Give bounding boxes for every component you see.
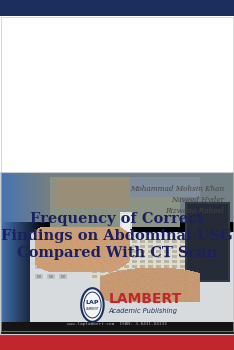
Text: Academic Publishing: Academic Publishing <box>109 308 178 314</box>
Text: LAMBERT: LAMBERT <box>86 307 99 311</box>
Bar <box>0 332 234 350</box>
Text: Findings on Abdominal USG: Findings on Abdominal USG <box>1 229 233 243</box>
Bar <box>0 0 234 16</box>
Bar <box>1 17 233 331</box>
Text: Compared With CT Scan: Compared With CT Scan <box>17 246 217 260</box>
Text: Mohammad Mohsin Khan: Mohammad Mohsin Khan <box>131 185 225 193</box>
Text: www.laplambert.com  ISBN: 3-8431-04133: www.laplambert.com ISBN: 3-8431-04133 <box>67 322 167 326</box>
Text: LAMBERT: LAMBERT <box>109 292 182 306</box>
Text: Frequency of Correct: Frequency of Correct <box>30 212 204 226</box>
Text: Naveed Hyder: Naveed Hyder <box>172 196 225 204</box>
Text: LAP: LAP <box>86 300 99 305</box>
Bar <box>0 172 234 334</box>
Text: Rizwana Raheel: Rizwana Raheel <box>165 207 225 215</box>
Circle shape <box>81 288 104 322</box>
